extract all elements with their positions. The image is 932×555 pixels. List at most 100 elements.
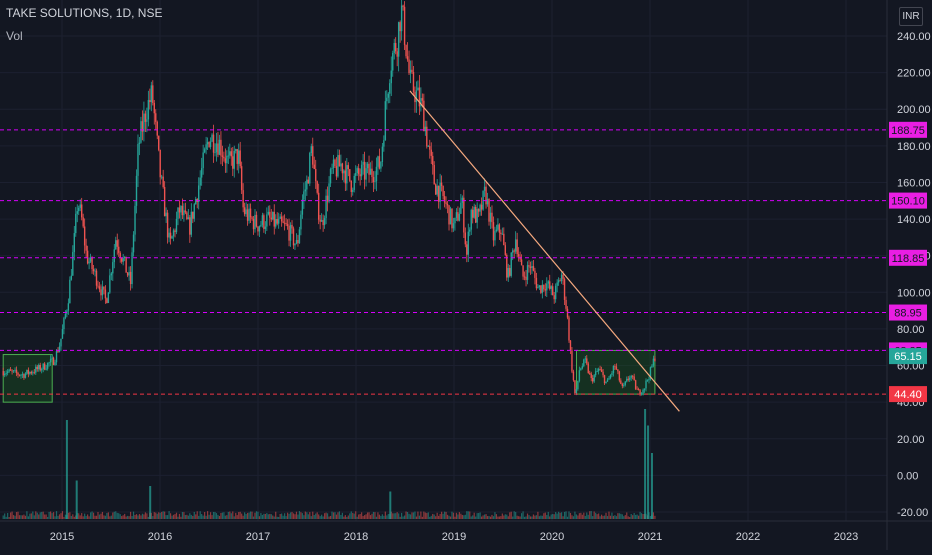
candle-body: [141, 121, 144, 132]
volume-bar: [566, 516, 569, 519]
candle-body: [8, 369, 10, 372]
volume-bar: [627, 516, 629, 519]
candle-body: [304, 189, 307, 192]
volume-bar: [172, 514, 175, 519]
candle-body: [627, 378, 629, 380]
candle-body: [495, 229, 498, 232]
candle-body: [587, 363, 589, 374]
candle-body: [283, 222, 286, 224]
candle-body: [277, 218, 280, 224]
volume-bar: [196, 511, 198, 519]
volume-bar: [572, 516, 575, 519]
volume-bar: [552, 513, 554, 519]
volume-bar: [215, 513, 218, 519]
volume-bar: [550, 514, 552, 519]
volume-bar: [483, 514, 486, 519]
candle-body: [89, 257, 92, 262]
candle-body: [549, 281, 551, 289]
price-tick-label: 160.00: [897, 177, 931, 189]
candle-body: [455, 212, 458, 218]
volume-bar: [118, 513, 120, 519]
volume-bar: [395, 513, 397, 519]
candle-body: [600, 369, 603, 372]
horizontal-levels: [0, 129, 887, 395]
candle-body: [383, 140, 385, 147]
candle-body: [158, 135, 160, 150]
candle-body: [488, 198, 490, 222]
candle-body: [24, 373, 27, 378]
volume-bar: [488, 515, 490, 519]
candle-body: [612, 365, 615, 374]
candle-body: [49, 358, 52, 363]
candle-body: [162, 176, 164, 187]
candle-body: [408, 59, 410, 74]
volume-bar: [372, 511, 375, 519]
candle-body: [79, 204, 81, 208]
candle-body: [501, 233, 504, 235]
volume-bar: [335, 514, 338, 519]
candles: [2, 0, 656, 397]
volume-bar: [60, 513, 62, 519]
volume-bar: [138, 514, 141, 519]
candle-body: [352, 189, 354, 192]
volume-bar: [94, 515, 96, 519]
volume-bar: [452, 512, 455, 519]
candle-body: [357, 168, 360, 175]
candle-body: [506, 254, 508, 278]
volume-bar: [155, 512, 157, 519]
volume-bar: [526, 513, 529, 519]
volume-bar: [632, 515, 634, 519]
candle-body: [411, 69, 413, 73]
volume-bar: [341, 512, 343, 519]
candle-body: [522, 265, 524, 277]
candle-body: [224, 158, 227, 164]
price-tick-label: 80.00: [897, 324, 925, 336]
candle-body: [362, 161, 364, 165]
candle-body: [12, 370, 15, 372]
volume-indicator-label[interactable]: Vol: [6, 29, 23, 43]
volume-bar: [2, 515, 4, 519]
volume-bar: [319, 516, 321, 519]
candle-body: [260, 224, 262, 227]
candle-body: [387, 93, 389, 98]
volume-bar: [147, 516, 149, 519]
time-tick-label: 2017: [246, 531, 270, 543]
candle-body: [537, 287, 539, 289]
candle-body: [317, 192, 320, 220]
volume-bar: [495, 514, 498, 519]
candle-body: [303, 191, 305, 200]
candle-body: [94, 270, 96, 272]
volume-bar: [220, 512, 222, 519]
last-price-label: 65.15: [894, 351, 922, 363]
level-label-bg: [889, 249, 927, 266]
volume-bar: [198, 515, 200, 519]
volume-bar: [181, 512, 184, 519]
candle-body: [258, 226, 261, 232]
candle-body: [589, 373, 591, 374]
candle-body: [285, 223, 287, 225]
volume-bar: [649, 515, 652, 519]
candle-body: [301, 199, 304, 215]
candle-body: [652, 358, 655, 366]
volume-bar: [381, 514, 383, 519]
candle-body: [242, 190, 244, 208]
candle-body: [353, 175, 355, 190]
volume-bar: [584, 515, 586, 519]
candle-body: [350, 180, 352, 192]
volume-bar: [15, 512, 18, 519]
volume-bar: [282, 515, 284, 519]
volume-bar: [54, 516, 56, 519]
candle-body: [557, 280, 560, 283]
candle-body: [116, 240, 118, 247]
volume-bar: [485, 514, 487, 519]
candle-body: [75, 213, 77, 234]
volume-bar: [20, 515, 22, 519]
currency-unit-button[interactable]: INR: [899, 7, 923, 26]
volume-bar: [258, 516, 261, 519]
candle-body: [347, 165, 350, 170]
candle-body: [489, 212, 492, 222]
candle-body: [206, 142, 209, 145]
